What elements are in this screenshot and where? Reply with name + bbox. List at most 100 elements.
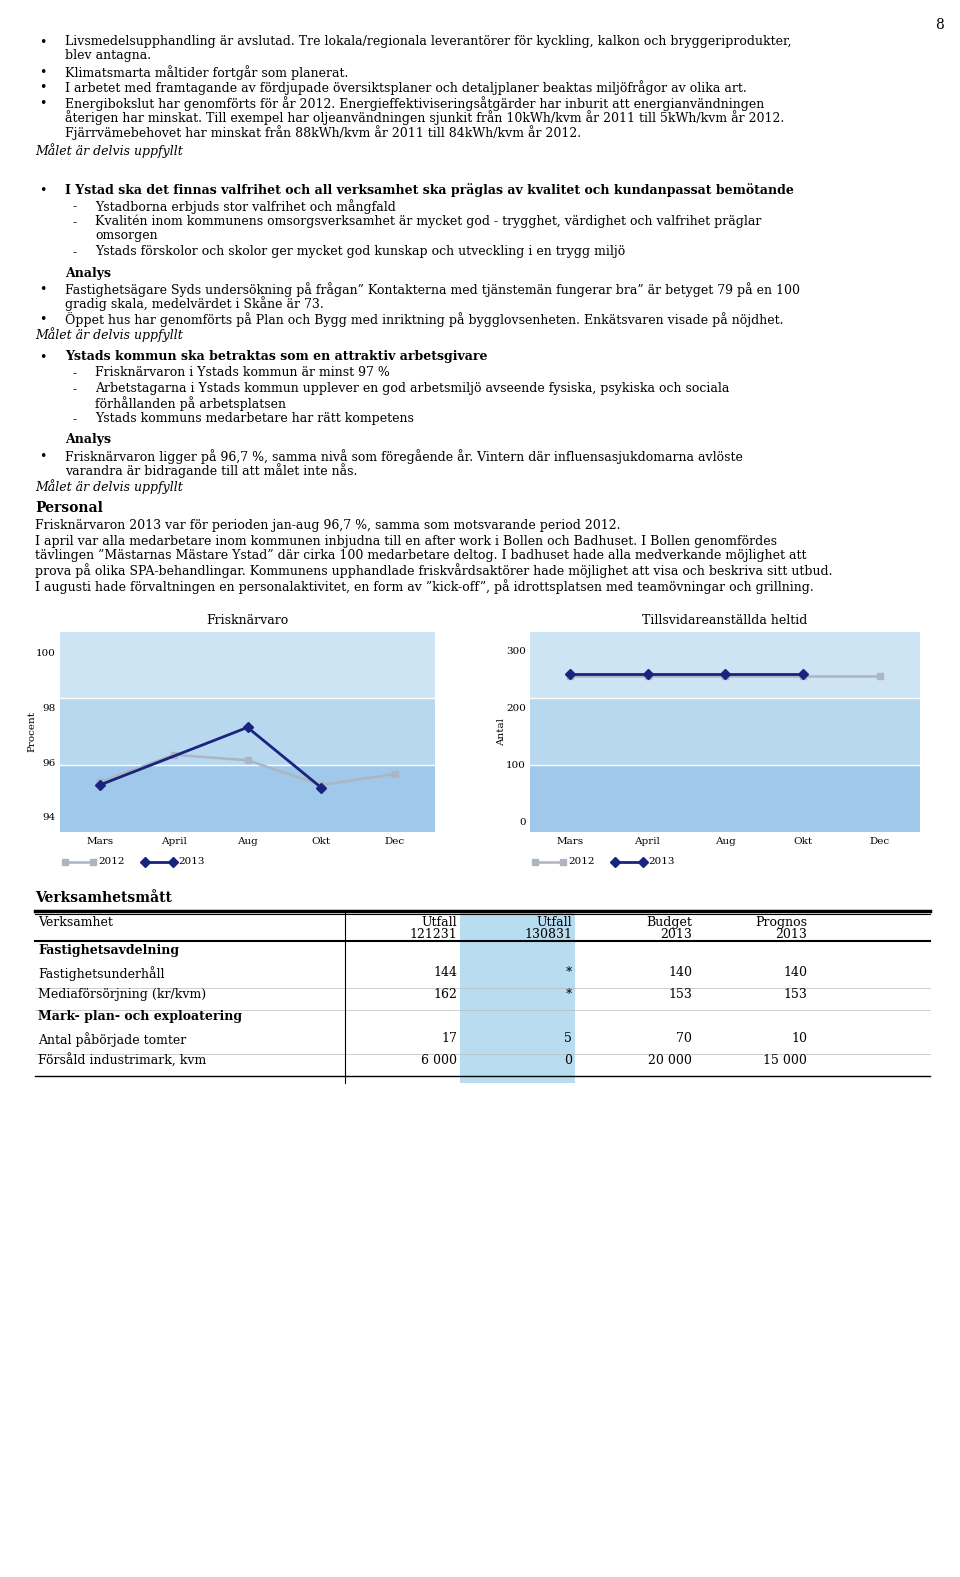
Text: 2013: 2013 — [660, 929, 692, 941]
Text: -: - — [73, 383, 77, 396]
Text: 153: 153 — [668, 989, 692, 1001]
Text: blev antagna.: blev antagna. — [65, 49, 151, 63]
Text: Antal: Antal — [497, 718, 507, 746]
Text: •: • — [39, 312, 47, 326]
Text: Procent: Procent — [28, 711, 36, 752]
Text: 70: 70 — [676, 1031, 692, 1046]
Text: 300: 300 — [506, 647, 526, 656]
Text: gradig skala, medelvärdet i Skåne är 73.: gradig skala, medelvärdet i Skåne är 73. — [65, 296, 324, 311]
Text: Personal: Personal — [35, 501, 103, 516]
Text: •: • — [39, 449, 47, 464]
Text: 96: 96 — [43, 759, 56, 768]
Text: I Ystad ska det finnas valfrihet och all verksamhet ska präglas av kvalitet och : I Ystad ska det finnas valfrihet och all… — [65, 183, 794, 197]
Text: Aug: Aug — [237, 836, 258, 845]
Text: April: April — [161, 836, 186, 845]
Text: Tillsvidareanställda heltid: Tillsvidareanställda heltid — [642, 615, 807, 628]
Text: 100: 100 — [506, 762, 526, 770]
Text: Energibokslut har genomförts för år 2012. Energieffektiviseringsåtgärder har inb: Energibokslut har genomförts för år 2012… — [65, 96, 764, 110]
Text: Prognos: Prognos — [755, 916, 807, 929]
Text: 94: 94 — [43, 814, 56, 822]
Text: Verksamhet: Verksamhet — [38, 916, 113, 929]
Text: *: * — [565, 967, 572, 979]
Text: Ystadborna erbjuds stor valfrihet och mångfald: Ystadborna erbjuds stor valfrihet och må… — [95, 200, 396, 214]
Text: Klimatsmarta måltider fortgår som planerat.: Klimatsmarta måltider fortgår som planer… — [65, 65, 348, 80]
Text: Utfall: Utfall — [537, 916, 572, 929]
Text: Kvalitén inom kommunens omsorgsverksamhet är mycket god - trygghet, värdighet oc: Kvalitén inom kommunens omsorgsverksamhe… — [95, 214, 761, 229]
Text: Försåld industrimark, kvm: Försåld industrimark, kvm — [38, 1053, 206, 1068]
Text: Aug: Aug — [714, 836, 735, 845]
Text: Okt: Okt — [312, 836, 331, 845]
Text: Okt: Okt — [793, 836, 812, 845]
Text: Mars: Mars — [86, 836, 113, 845]
Text: Målet är delvis uppfyllt: Målet är delvis uppfyllt — [35, 144, 182, 158]
Text: Fastighetsägare Syds undersökning på frågan” Kontakterna med tjänstemän fungerar: Fastighetsägare Syds undersökning på frå… — [65, 282, 800, 296]
Text: 2013: 2013 — [648, 856, 675, 866]
Text: 0: 0 — [564, 1053, 572, 1068]
Text: 17: 17 — [442, 1031, 457, 1046]
Text: förhållanden på arbetsplatsen: förhållanden på arbetsplatsen — [95, 396, 286, 412]
Text: 5: 5 — [564, 1031, 572, 1046]
Text: 153: 153 — [783, 989, 807, 1001]
Text: Öppet hus har genomförts på Plan och Bygg med inriktning på bygglovsenheten. Enk: Öppet hus har genomförts på Plan och Byg… — [65, 312, 783, 326]
Text: Antal påbörjade tomter: Antal påbörjade tomter — [38, 1031, 186, 1047]
Text: 15 000: 15 000 — [763, 1053, 807, 1068]
Text: Ystads kommuns medarbetare har rätt kompetens: Ystads kommuns medarbetare har rätt komp… — [95, 412, 414, 424]
Text: -: - — [73, 246, 77, 259]
Bar — [60, 765, 435, 831]
Text: •: • — [39, 352, 47, 364]
Text: 144: 144 — [433, 967, 457, 979]
Text: Mediaförsörjning (kr/kvm): Mediaförsörjning (kr/kvm) — [38, 989, 206, 1001]
Text: 121231: 121231 — [409, 929, 457, 941]
Text: Verksamhetsmått: Verksamhetsmått — [35, 891, 172, 905]
Text: I augusti hade förvaltningen en personalaktivitet, en form av ”kick-off”, på idr: I augusti hade förvaltningen en personal… — [35, 579, 814, 595]
Text: •: • — [39, 82, 47, 95]
Text: •: • — [39, 36, 47, 49]
Text: Frisknärvaron 2013 var för perioden jan-aug 96,7 %, samma som motsvarande period: Frisknärvaron 2013 var för perioden jan-… — [35, 519, 620, 531]
Text: Fastighetsunderhåll: Fastighetsunderhåll — [38, 967, 164, 981]
Text: •: • — [39, 98, 47, 110]
Text: •: • — [39, 185, 47, 197]
Text: Fastighetsavdelning: Fastighetsavdelning — [38, 945, 180, 957]
Text: 2013: 2013 — [775, 929, 807, 941]
Text: omsorgen: omsorgen — [95, 230, 157, 243]
Text: tävlingen ”Mästarnas Mästare Ystad” där cirka 100 medarbetare deltog. I badhuset: tävlingen ”Mästarnas Mästare Ystad” där … — [35, 549, 806, 561]
Text: 140: 140 — [783, 967, 807, 979]
Text: Analys: Analys — [65, 434, 111, 446]
Text: Frisknärvaron ligger på 96,7 %, samma nivå som föregående år. Vintern där influe: Frisknärvaron ligger på 96,7 %, samma ni… — [65, 449, 743, 464]
Text: •: • — [39, 66, 47, 79]
Bar — [530, 765, 920, 831]
Text: Arbetstagarna i Ystads kommun upplever en god arbetsmiljö avseende fysiska, psyk: Arbetstagarna i Ystads kommun upplever e… — [95, 382, 730, 394]
Text: Mars: Mars — [557, 836, 584, 845]
Text: Dec: Dec — [870, 836, 890, 845]
Text: Budget: Budget — [646, 916, 692, 929]
Bar — [530, 631, 920, 699]
Text: I april var alla medarbetare inom kommunen inbjudna till en after work i Bollen : I april var alla medarbetare inom kommun… — [35, 535, 777, 547]
Text: Livsmedelsupphandling är avslutad. Tre lokala/regionala leverantörer för kycklin: Livsmedelsupphandling är avslutad. Tre l… — [65, 35, 791, 47]
Text: 100: 100 — [36, 648, 56, 658]
Text: Målet är delvis uppfyllt: Målet är delvis uppfyllt — [35, 328, 182, 342]
Text: Ystads förskolor och skolor ger mycket god kunskap och utveckling i en trygg mil: Ystads förskolor och skolor ger mycket g… — [95, 244, 625, 259]
Text: 140: 140 — [668, 967, 692, 979]
Text: 2012: 2012 — [98, 856, 125, 866]
Text: prova på olika SPA-behandlingar. Kommunens upphandlade friskvårdsaktörer hade mö: prova på olika SPA-behandlingar. Kommune… — [35, 563, 832, 579]
Text: 8: 8 — [936, 17, 945, 32]
Text: återigen har minskat. Till exempel har oljeanvändningen sjunkit från 10kWh/kvm å: återigen har minskat. Till exempel har o… — [65, 110, 784, 126]
Text: Ystads kommun ska betraktas som en attraktiv arbetsgivare: Ystads kommun ska betraktas som en attra… — [65, 350, 488, 363]
Text: -: - — [73, 216, 77, 229]
Text: 6 000: 6 000 — [421, 1053, 457, 1068]
Text: -: - — [73, 200, 77, 213]
Text: varandra är bidragande till att målet inte nås.: varandra är bidragande till att målet in… — [65, 464, 357, 478]
Text: Mark- plan- och exploatering: Mark- plan- och exploatering — [38, 1009, 242, 1023]
Text: Frisknärvaro: Frisknärvaro — [206, 615, 289, 628]
Text: 10: 10 — [791, 1031, 807, 1046]
Text: I arbetet med framtagande av fördjupade översiktsplaner och detaljplaner beaktas: I arbetet med framtagande av fördjupade … — [65, 80, 747, 95]
Text: -: - — [73, 413, 77, 426]
Text: 130831: 130831 — [524, 929, 572, 941]
Bar — [60, 631, 435, 699]
Text: Dec: Dec — [385, 836, 405, 845]
Text: 200: 200 — [506, 705, 526, 713]
Text: *: * — [565, 989, 572, 1001]
Text: 0: 0 — [519, 818, 526, 828]
Text: Frisknärvaron i Ystads kommun är minst 97 %: Frisknärvaron i Ystads kommun är minst 9… — [95, 366, 390, 380]
Text: Utfall: Utfall — [421, 916, 457, 929]
